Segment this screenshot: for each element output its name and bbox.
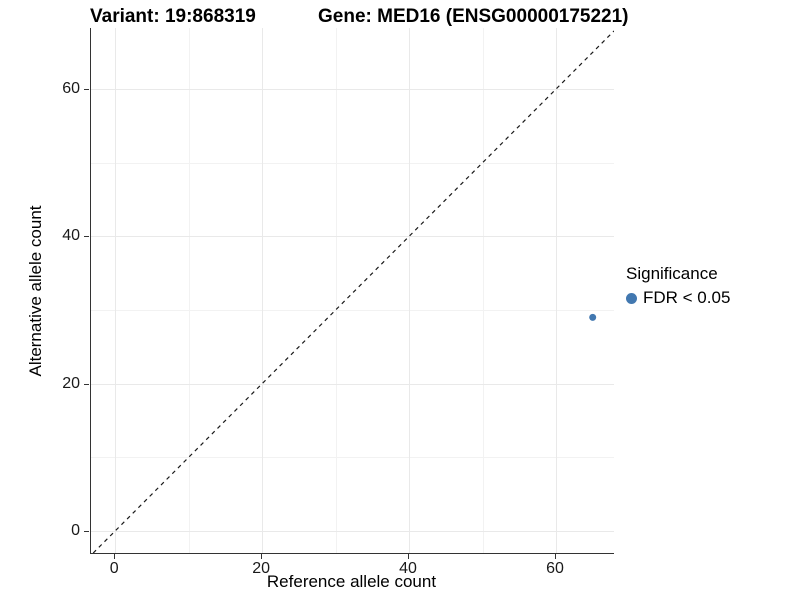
legend-point-icon [626, 292, 637, 304]
gridline-horizontal-major [91, 383, 614, 385]
data-point [589, 313, 597, 321]
x-axis-tick-label: 40 [399, 560, 417, 577]
gridline-vertical-minor [188, 28, 190, 553]
legend-item: FDR < 0.05 [626, 288, 730, 308]
legend-item-label: FDR < 0.05 [643, 288, 731, 307]
gridline-horizontal-major [91, 236, 614, 238]
plot-title-variant: Variant: 19:868319 [90, 6, 256, 27]
identity-dashed-line [92, 30, 614, 553]
y-axis-tick [84, 530, 89, 532]
y-axis-tick-label: 60 [62, 80, 80, 98]
plot-layer-svg [92, 30, 614, 553]
legend-title: Significance [626, 264, 718, 283]
x-axis-tick-label: 0 [109, 560, 119, 577]
x-axis-title: Reference allele count [266, 572, 437, 591]
x-axis-tick-label: 60 [546, 560, 564, 577]
x-axis-tick [261, 554, 263, 559]
gridline-horizontal-minor [91, 162, 614, 164]
gridline-vertical-major [555, 28, 557, 553]
gridline-horizontal-major [91, 89, 614, 91]
gridline-vertical-major [115, 28, 117, 553]
y-axis-tick-label: 20 [62, 374, 80, 392]
legend: Significance FDR < 0.05 [626, 264, 730, 308]
gridline-vertical-major [409, 28, 411, 553]
x-axis-tick [114, 554, 116, 559]
gridline-vertical-major [262, 28, 264, 553]
y-axis-tick [84, 383, 89, 385]
gridline-vertical-minor [482, 28, 484, 553]
y-axis-tick [84, 236, 89, 238]
plot-title-gene: Gene: MED16 (ENSG00000175221) [318, 6, 629, 27]
x-axis-tick-label: 20 [252, 560, 271, 577]
x-axis-tick [554, 554, 556, 559]
x-axis-tick [408, 554, 410, 559]
gridline-horizontal-major [91, 530, 614, 532]
gridline-horizontal-minor [91, 457, 614, 459]
plot-panel [90, 28, 614, 554]
gridline-horizontal-minor [91, 310, 614, 311]
y-axis-tick-label: 40 [62, 227, 80, 245]
gridline-vertical-minor [335, 28, 337, 553]
y-axis-tick [84, 89, 89, 91]
y-axis-tick-label: 0 [71, 521, 80, 539]
